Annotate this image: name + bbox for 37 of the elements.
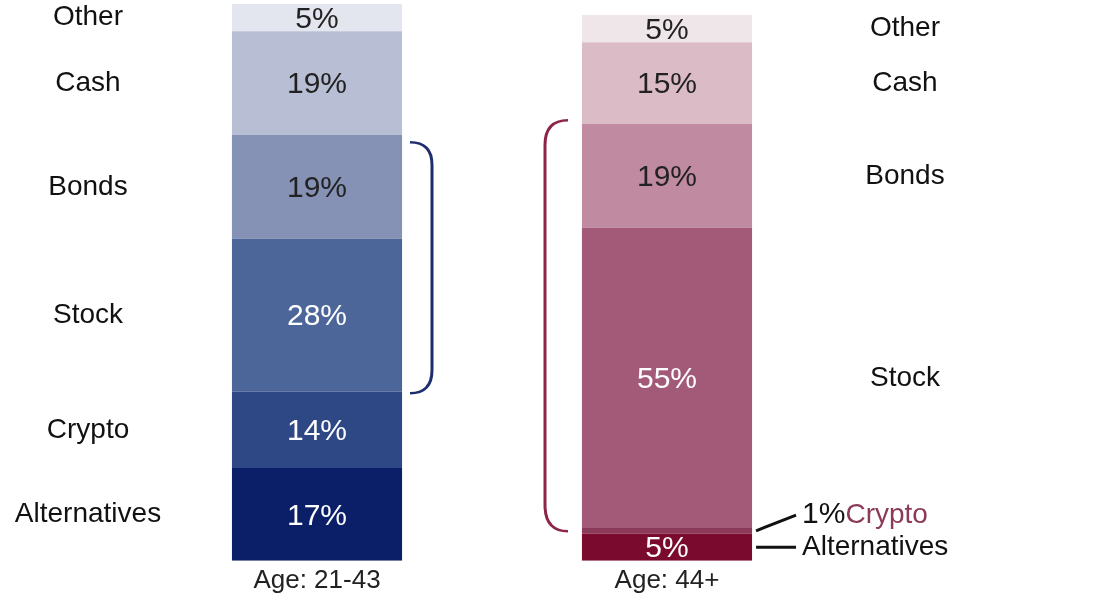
x-tick-label: Age: 21-43 (253, 563, 381, 594)
data-label: 5% (645, 530, 689, 564)
bar (231, 135, 403, 239)
data-label: 17% (286, 497, 348, 531)
data-label: 5% (645, 11, 689, 45)
text: Crypto (46, 412, 130, 444)
data-label: 19% (286, 170, 348, 204)
text: Stock (869, 360, 941, 392)
bar (581, 124, 753, 228)
bar (231, 4, 403, 32)
text: Cash (872, 65, 938, 97)
text: Cash (55, 65, 121, 97)
bar (231, 31, 403, 136)
bar (231, 238, 403, 392)
text: Bonds (48, 169, 128, 201)
bar (581, 528, 753, 534)
bar (581, 14, 753, 43)
text: Bonds (865, 158, 945, 190)
bar (231, 468, 403, 561)
data-label: 19% (286, 66, 348, 100)
data-label: 28% (286, 298, 348, 332)
data-label: 55% (636, 361, 698, 395)
text: Other (869, 11, 941, 43)
text: Stock (52, 297, 125, 329)
bar (231, 391, 403, 468)
text: Other (52, 0, 124, 32)
data-label: 5% (295, 0, 339, 34)
bar (581, 42, 753, 125)
data-label: 14% (286, 413, 348, 447)
data-label: 19% (636, 159, 698, 193)
text: Alternatives (14, 497, 162, 529)
text: Crypto (845, 497, 928, 529)
bar (581, 227, 753, 529)
data-label: 1% (802, 496, 846, 530)
data-label: 15% (636, 66, 698, 100)
series-label: Alternatives (802, 529, 949, 561)
x-tick-label: Age: 44+ (614, 563, 720, 594)
